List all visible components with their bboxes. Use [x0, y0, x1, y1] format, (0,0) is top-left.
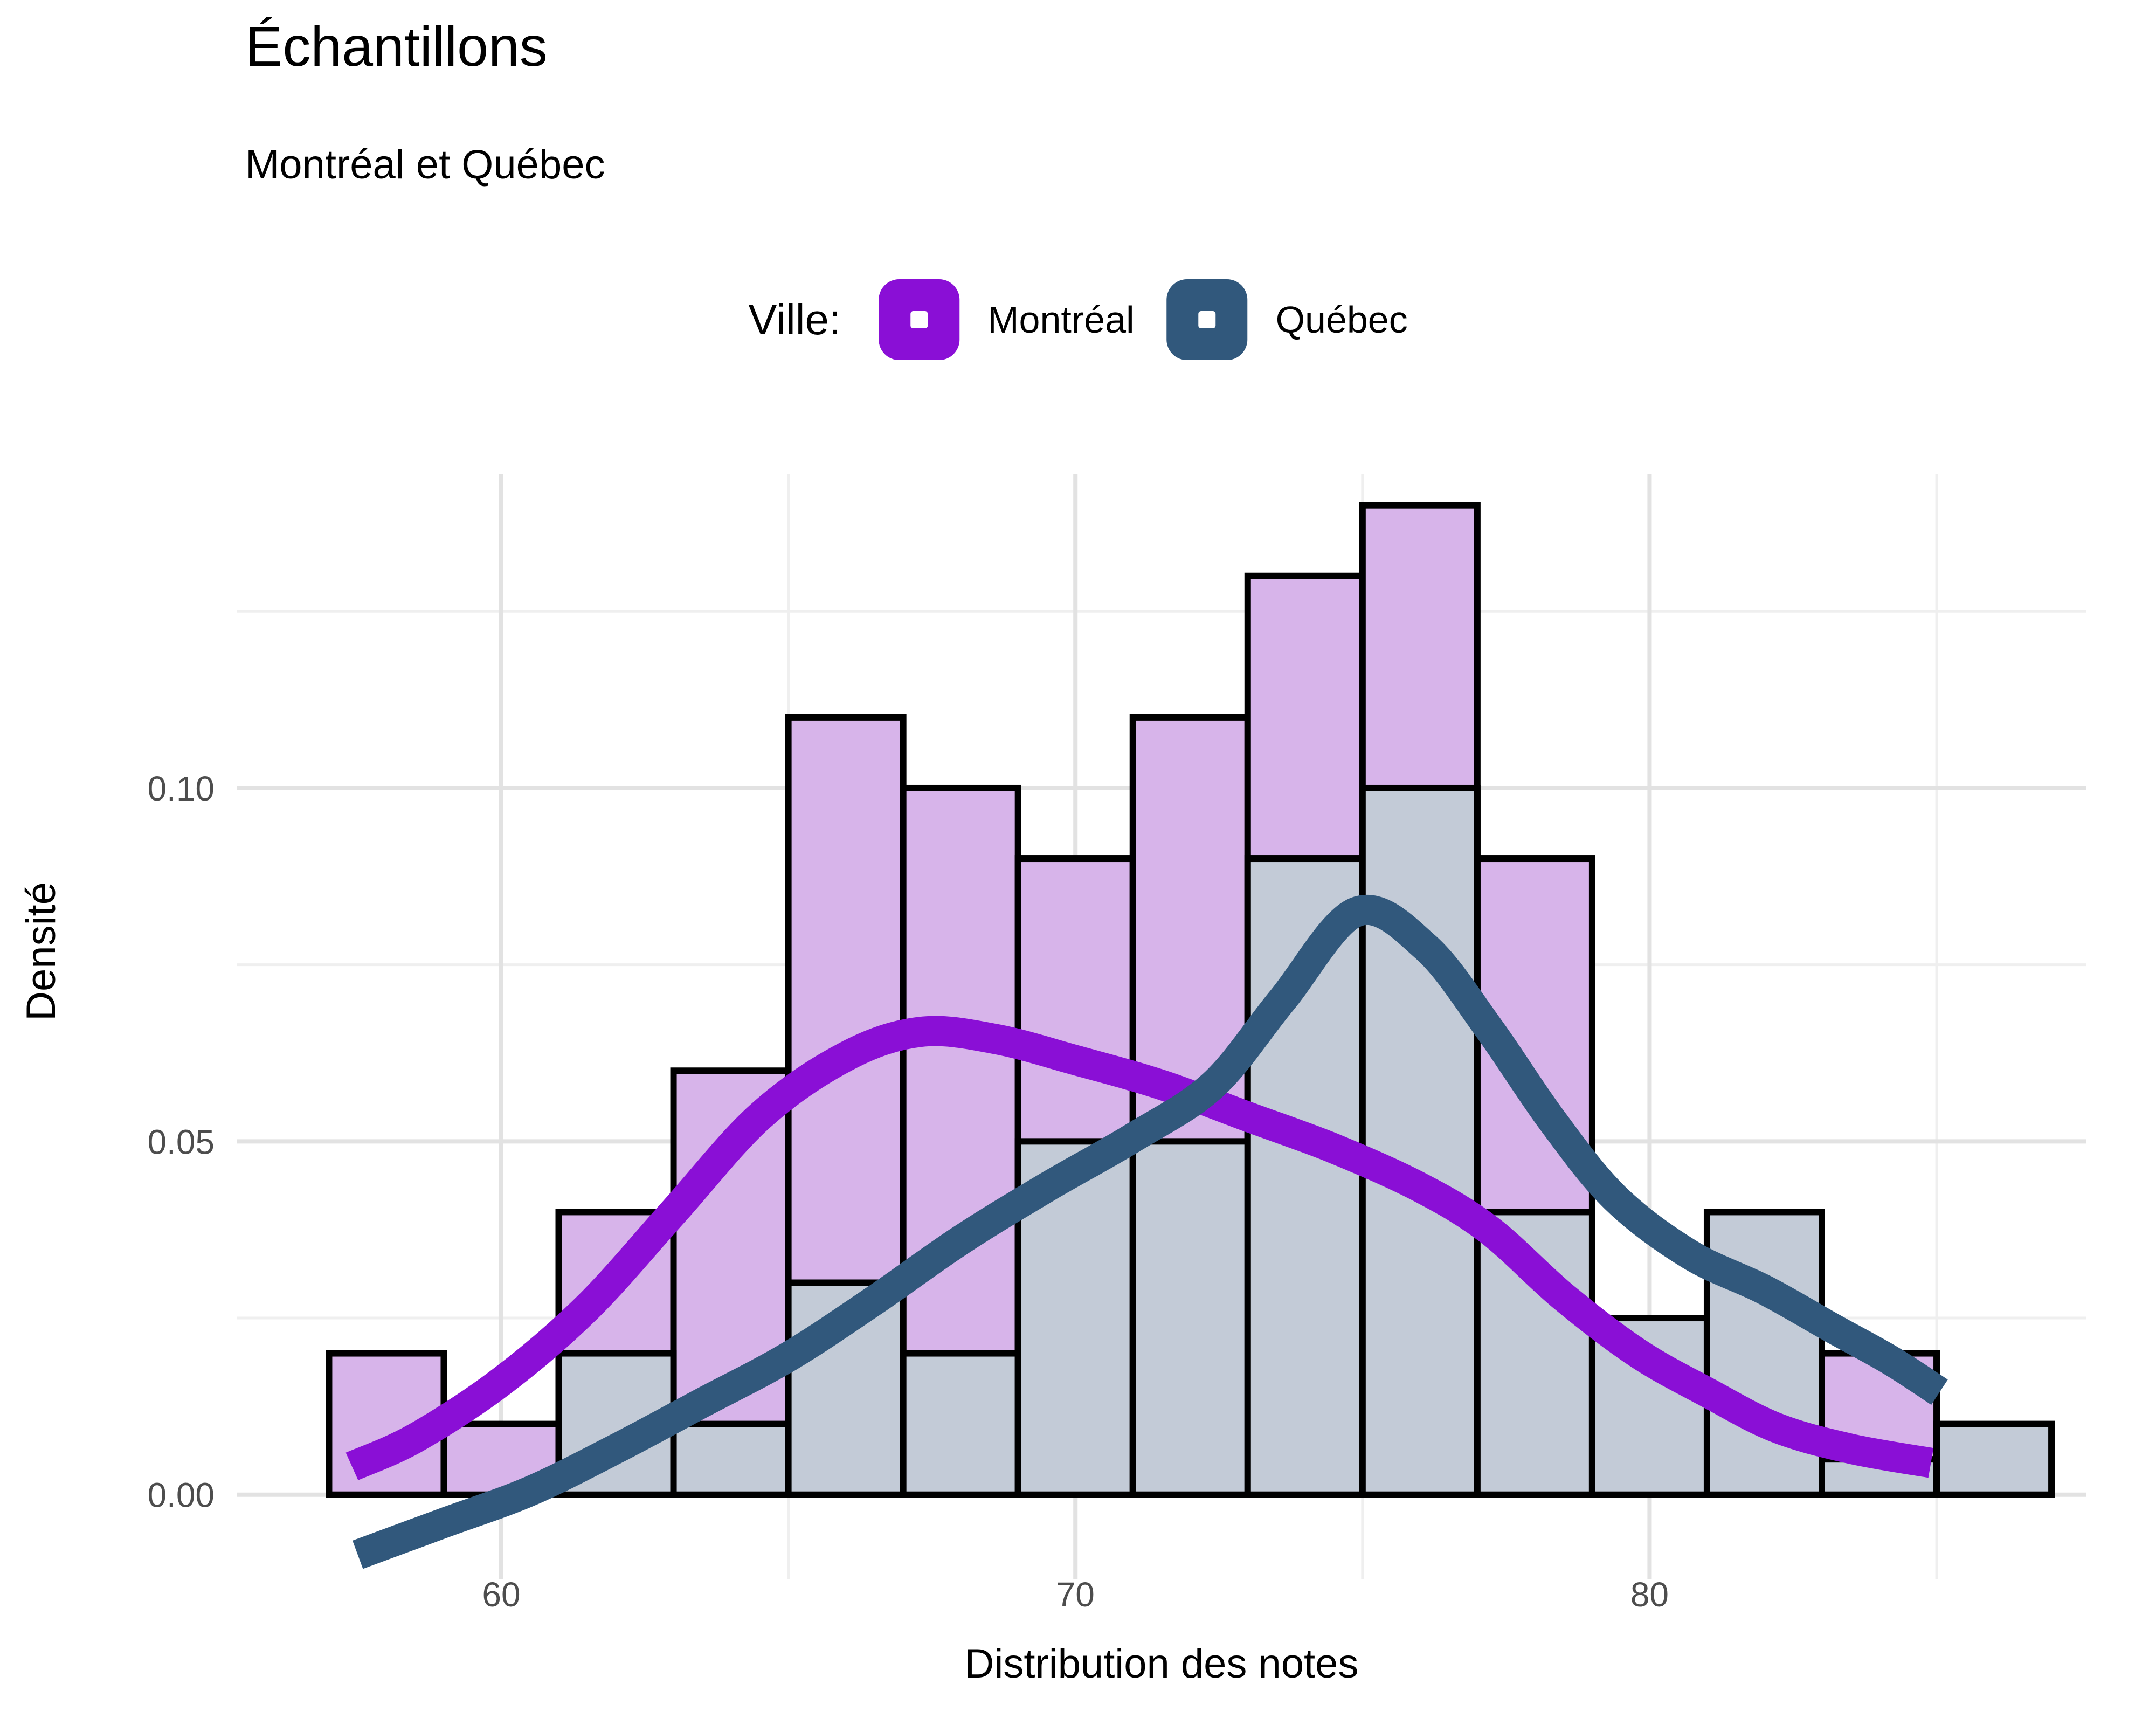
legend-title: Ville:	[748, 295, 841, 343]
chart-title: Échantillons	[245, 16, 548, 78]
legend-key-dot-icon	[910, 311, 928, 328]
legend-item-montreal: Montréal	[879, 279, 1135, 360]
x-tick-label: 60	[482, 1575, 520, 1614]
legend-key-icon	[1166, 279, 1248, 360]
bar-quebec-67	[900, 1350, 1021, 1498]
density-curve-montreal	[345, 1016, 1934, 1481]
x-tick-label: 70	[1056, 1575, 1095, 1614]
x-tick-label: 80	[1630, 1575, 1669, 1614]
y-tick-label: 0.10	[147, 769, 215, 808]
legend-key-icon	[879, 279, 960, 360]
legend-item-label: Québec	[1275, 299, 1408, 341]
legend-item-quebec: Québec	[1166, 279, 1408, 360]
bar-montreal-57	[326, 1350, 447, 1498]
y-tick-label: 0.00	[147, 1476, 215, 1515]
legend: Ville: Montréal Québec	[748, 279, 1408, 360]
bar-quebec-85	[1933, 1420, 2055, 1498]
legend-key-dot-icon	[1198, 311, 1216, 328]
bar-quebec-75	[1359, 784, 1481, 1498]
legend-item-label: Montréal	[987, 299, 1135, 341]
chart-subtitle: Montréal et Québec	[245, 142, 605, 188]
x-axis-title: Distribution des notes	[965, 1641, 1359, 1687]
density-curve-quebec	[353, 894, 1948, 1569]
y-axis-title: Densité	[18, 882, 64, 1021]
y-tick-label: 0.05	[147, 1122, 215, 1161]
bar-quebec-63	[670, 1420, 792, 1498]
bar-quebec-71	[1129, 1138, 1251, 1498]
